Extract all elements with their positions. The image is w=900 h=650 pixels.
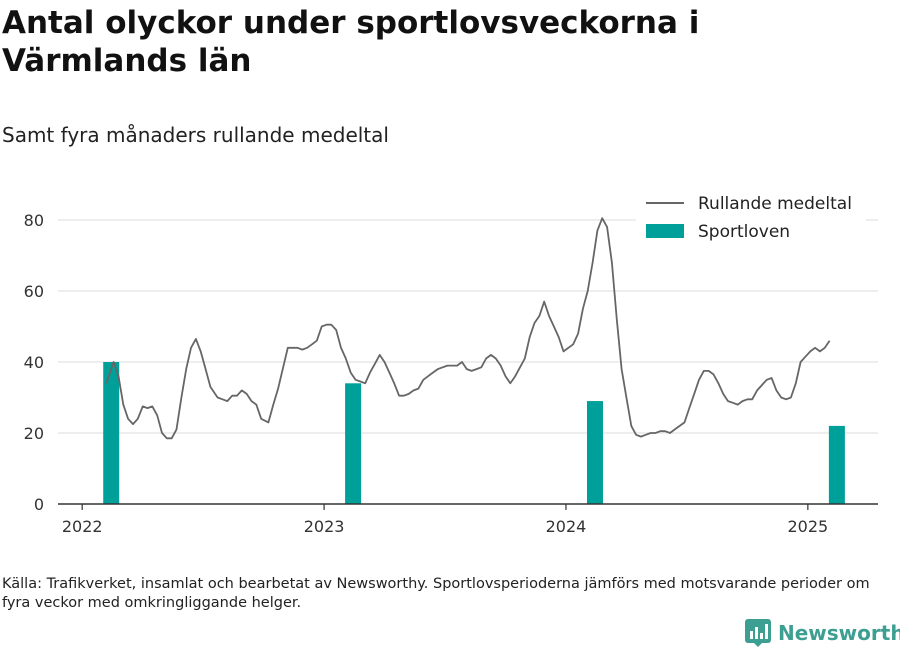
- bar-sportloven: [828, 425, 845, 504]
- bar-sportloven: [103, 362, 120, 504]
- legend-label-sportloven: Sportloven: [698, 222, 790, 242]
- y-tick-label: 60: [24, 282, 44, 301]
- legend-background: [636, 190, 866, 248]
- legend-label-rolling-average: Rullande medeltal: [698, 194, 852, 214]
- y-tick-label: 0: [34, 495, 44, 514]
- line-layer: [105, 217, 831, 440]
- x-tick-label: 2023: [304, 517, 345, 536]
- bar-chart-badge-icon: [745, 619, 771, 647]
- y-tick-label: 20: [24, 424, 44, 443]
- chart-subtitle: Samt fyra månaders rullande medeltal: [2, 123, 389, 147]
- x-tick-label: 2025: [787, 517, 828, 536]
- y-tick-label: 80: [24, 211, 44, 230]
- legend-bar-swatch: [646, 224, 684, 238]
- series-line-rolling-average: [105, 217, 831, 440]
- axis-layer: 0 20 40 60 80 2022 2023 2024 2025: [24, 211, 878, 536]
- bar-sportloven: [586, 401, 603, 504]
- page-title: Antal olyckor under sportlovsveckorna i …: [2, 5, 700, 79]
- brand-logo: Newsworthy: [744, 618, 900, 648]
- source-note: Källa: Trafikverket, insamlat och bearbe…: [2, 576, 870, 611]
- x-tick-label: 2022: [62, 517, 103, 536]
- bar-sportloven: [345, 383, 362, 504]
- bars-layer: [103, 362, 845, 504]
- brand-name: Newsworthy: [778, 621, 900, 645]
- legend: Rullande medeltal Sportloven: [636, 190, 866, 248]
- x-tick-label: 2024: [546, 517, 587, 536]
- y-tick-label: 40: [24, 353, 44, 372]
